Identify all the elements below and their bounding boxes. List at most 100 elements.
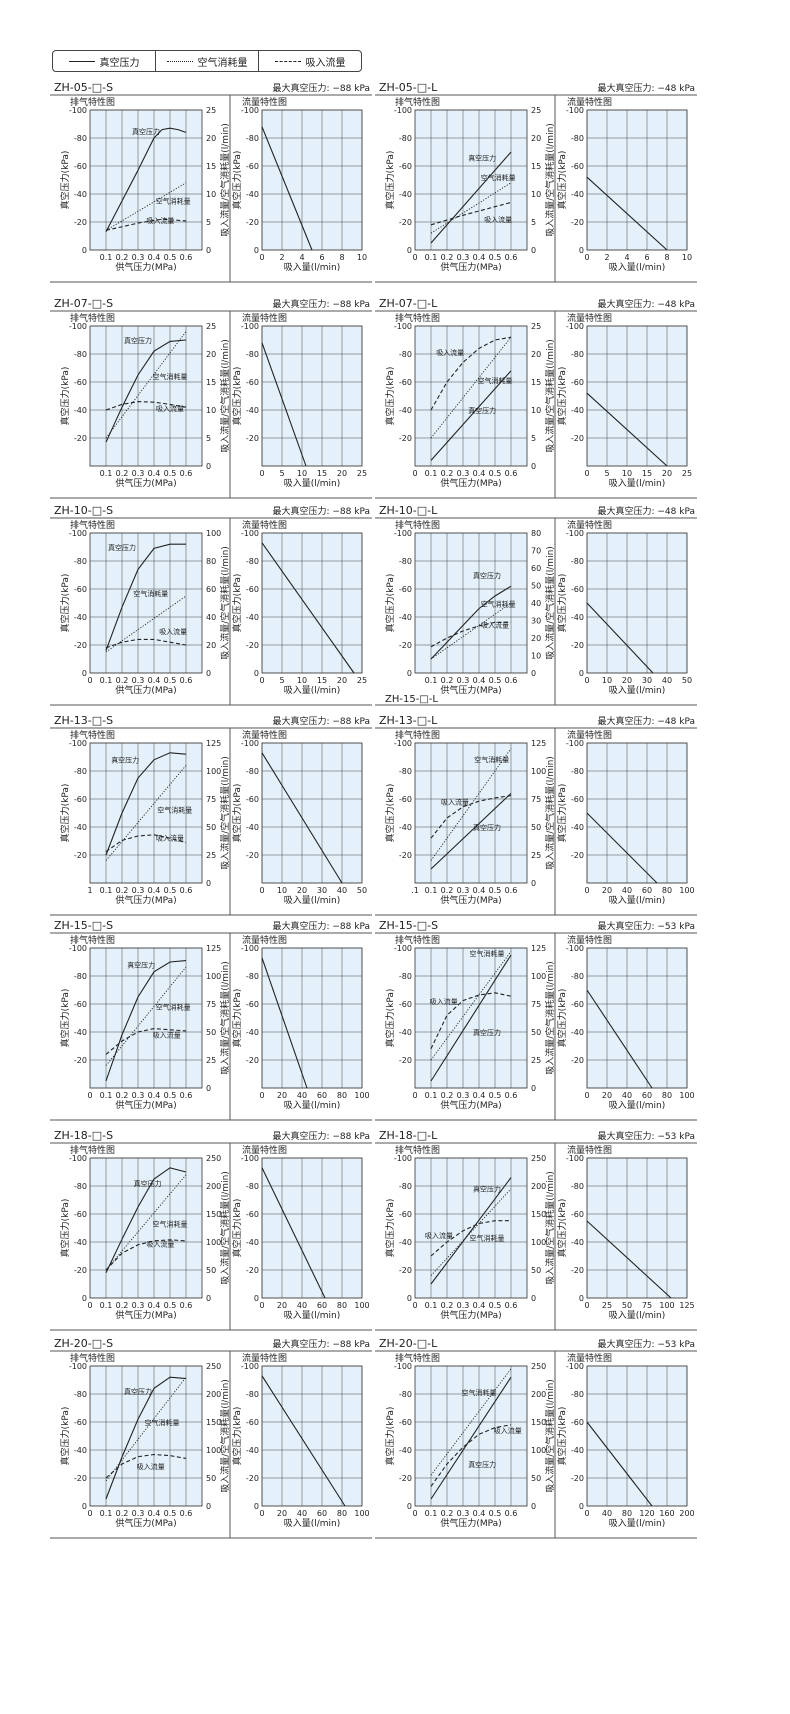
y2-tick-label: 15 [531,162,541,171]
y2-axis-label: 吸入流量/空气消耗量(l/min) [219,961,231,1075]
panel-subtitle: 流量特性图 [242,1352,287,1364]
y-tick-label: -20 [246,434,259,443]
y-tick-label: -80 [399,350,412,359]
x-tick-label: 4 [624,253,629,262]
x-tick-label: 15 [642,469,652,478]
y-tick-label: -40 [399,823,412,832]
x-tick-label: 0.4 [473,253,486,262]
x-tick-label: 40 [622,1091,632,1100]
y-axis-label: 真空压力(kPa) [231,151,243,210]
y-tick-label: -100 [241,322,259,331]
legend-label: 吸入流量 [305,57,346,69]
y-tick-label: 0 [82,246,87,255]
y-tick-label: -20 [571,851,584,860]
x-tick-label: 50 [622,1301,632,1310]
series-label: 吸入流量 [484,215,512,224]
series-label: 空气消耗量 [156,1003,191,1012]
y-tick-label: -20 [246,641,259,650]
x-tick-label: 0 [412,1509,417,1518]
y2-tick-label: 150 [531,1418,546,1427]
max-vacuum-label: 最大真空压力: −88 kPa [273,715,371,727]
y2-tick-label: 150 [206,1418,221,1427]
y-tick-label: -40 [571,1028,584,1037]
x-axis-label: 供气压力(MPa) [115,261,176,273]
series-line [261,1375,346,1507]
series-label: 真空压力 [468,153,496,162]
series-label: 空气消耗量 [153,372,188,381]
y-tick-label: -80 [399,134,412,143]
x-axis-label: 供气压力(MPa) [115,894,176,906]
series-line [261,1167,326,1299]
x-tick-label: 0.1 [425,676,438,685]
series-label: 真空压力 [134,1179,162,1188]
y2-tick-label: 75 [531,1000,541,1009]
y-tick-label: -60 [571,162,584,171]
series-label: 空气消耗量 [153,1219,188,1228]
chart-title: ZH-05-□-S [54,81,113,94]
y2-tick-label: 25 [206,322,216,331]
y2-tick-label: 0 [531,462,536,471]
series-line [105,1167,187,1274]
x-tick-label: 10 [297,469,307,478]
y-tick-label: -60 [246,162,259,171]
x-tick-label: 80 [622,1509,632,1518]
y-tick-label: 0 [82,1294,87,1303]
panel-subtitle: 流量特性图 [567,934,612,946]
y2-tick-label: 50 [531,582,541,591]
panel-subtitle: 排气特性图 [395,934,440,946]
y2-tick-label: 5 [531,434,536,443]
x-tick-label: 25 [602,1301,612,1310]
series-line [430,336,512,411]
y2-tick-label: 25 [206,1056,216,1065]
x-axis-label: 供气压力(MPa) [440,894,501,906]
x-tick-label: 40 [297,1509,307,1518]
chart-title: ZH-13-□-L [379,714,438,727]
x-tick-label: 0.5 [489,886,502,895]
series-label: 空气消耗量 [474,755,509,764]
y2-tick-label: 0 [206,669,211,678]
chart-block: ZH-07-□-L 最大真空压力: −48 kPa -100 -80 -60 -40 -20… [375,297,697,499]
y-tick-label: 0 [82,669,87,678]
x-tick-label: 30 [317,886,327,895]
series-line [430,793,512,870]
y-axis-label: 真空压力(kPa) [59,784,71,843]
legend-label: 真空压力 [99,57,140,69]
y2-axis-label: 吸入流量/空气消耗量(l/min) [219,123,231,237]
x-tick-label: 40 [337,886,347,895]
x-axis-label: 供气压力(MPa) [440,261,501,273]
y2-tick-label: 20 [206,641,216,650]
y2-tick-label: 50 [206,823,216,832]
chart-block: ZH-20-□-L 最大真空压力: −53 kPa -100 -80 -60 -40 -20… [375,1337,697,1539]
series-line [430,602,512,660]
y-tick-label: -80 [74,767,87,776]
y-tick-label: -100 [69,944,87,953]
x-tick-label: 0.3 [457,1509,470,1518]
y-tick-label: -60 [571,1418,584,1427]
x-tick-label: 100 [679,886,694,895]
y2-tick-label: 0 [206,246,211,255]
y2-tick-label: 80 [206,557,216,566]
x-tick-label: 0.2 [441,1301,454,1310]
y2-tick-label: 50 [206,1028,216,1037]
x-tick-label: 20 [277,1509,287,1518]
y-tick-label: -40 [74,823,87,832]
y-tick-label: 0 [254,1502,259,1511]
y-tick-label: -40 [74,1028,87,1037]
y-tick-label: -20 [399,1266,412,1275]
x-tick-label: 0.6 [505,886,518,895]
panel-subtitle: 流量特性图 [567,312,612,324]
plot-area [89,1365,203,1507]
x-axis-label: 吸入量(l/min) [284,1310,341,1321]
panel-subtitle: 流量特性图 [567,729,612,741]
y2-tick-label: 5 [206,434,211,443]
chart-title: ZH-05-□-L [379,81,438,94]
series-label: 空气消耗量 [470,1233,505,1242]
x-tick-label: 100 [354,1301,369,1310]
panel-subtitle: 流量特性图 [242,934,287,946]
y2-tick-label: 100 [206,529,221,538]
max-vacuum-label: 最大真空压力: −88 kPa [273,1130,371,1142]
y2-axis-label: 吸入流量/空气消耗量(l/min) [219,546,231,660]
x-tick-label: 0 [584,469,589,478]
series-line [105,401,187,411]
x-axis-label: 吸入量(l/min) [609,685,666,696]
